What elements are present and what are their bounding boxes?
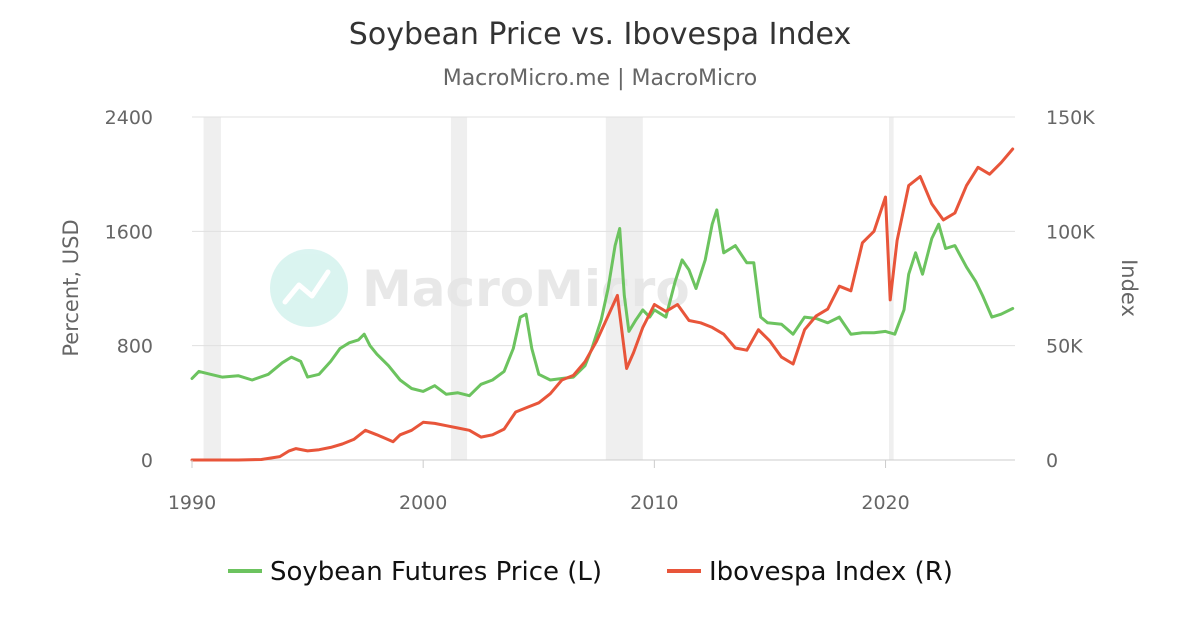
axis-ticks: 1990 2000 2010 2020 0 800 1600 2400 0 50K 100K 150K: [105, 107, 1096, 514]
y-right-tick-label-150K: 150K: [1046, 107, 1095, 129]
y-left-tick-label-2400: 2400: [105, 107, 153, 129]
y-axis-right-title: Index: [1117, 259, 1141, 317]
y-left-tick-label-800: 800: [117, 336, 153, 358]
x-tick-label-2010: 2010: [630, 492, 678, 514]
legend-item-soybean[interactable]: Soybean Futures Price (L): [228, 557, 602, 587]
y-right-tick-label-0: 0: [1046, 450, 1058, 472]
y-right-tick-label-50K: 50K: [1046, 336, 1083, 358]
legend-label-ibovespa: Ibovespa Index (R): [709, 557, 953, 587]
chart-line-icon: [282, 269, 331, 305]
series-lines: [190, 147, 1015, 462]
recession-band-0: [203, 117, 221, 460]
watermark-logo: [270, 249, 348, 327]
legend-label-soybean: Soybean Futures Price (L): [270, 557, 602, 587]
y-right-tick-label-100K: 100K: [1046, 221, 1095, 243]
watermark-text: MacroMicro: [362, 260, 690, 318]
watermark: MacroMicro: [270, 249, 690, 327]
grid-lines: [192, 116, 1015, 461]
chart-title: Soybean Price vs. Ibovespa Index: [349, 17, 851, 52]
recession-band-1: [450, 117, 468, 460]
y-left-tick-label-0: 0: [141, 450, 153, 472]
soybean-line: [190, 208, 1015, 398]
y-left-tick-label-1600: 1600: [105, 221, 153, 243]
legend-item-ibovespa[interactable]: Ibovespa Index (R): [667, 557, 953, 587]
y-axis-left-title: Percent, USD: [59, 219, 83, 356]
x-tick-label-2000: 2000: [399, 492, 447, 514]
ibovespa-line: [190, 147, 1015, 462]
x-tick-label-1990: 1990: [168, 492, 216, 514]
chart-subtitle: MacroMicro.me | MacroMicro: [443, 66, 758, 91]
legend[interactable]: Soybean Futures Price (L) Ibovespa Index…: [228, 557, 953, 587]
x-tick-label-2020: 2020: [861, 492, 909, 514]
